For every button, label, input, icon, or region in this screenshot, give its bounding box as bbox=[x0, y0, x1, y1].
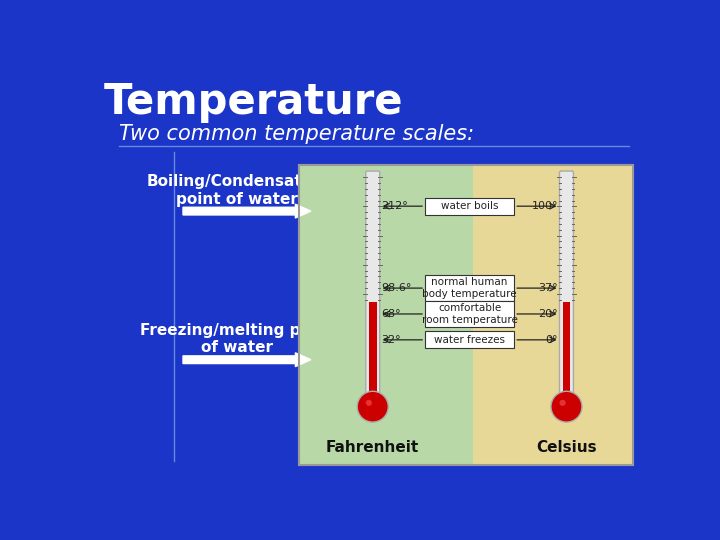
Text: 32°: 32° bbox=[382, 335, 401, 345]
Text: normal human
body temperature: normal human body temperature bbox=[423, 278, 517, 299]
Bar bbox=[369, 302, 377, 403]
Text: Fahrenheit: Fahrenheit bbox=[326, 440, 419, 455]
Text: Temperature: Temperature bbox=[104, 81, 403, 123]
Circle shape bbox=[551, 392, 582, 422]
FancyArrow shape bbox=[183, 353, 311, 367]
Text: 37°: 37° bbox=[539, 283, 558, 293]
Text: Celsius: Celsius bbox=[536, 440, 597, 455]
FancyBboxPatch shape bbox=[559, 171, 573, 405]
Text: 0°: 0° bbox=[546, 335, 558, 345]
Bar bbox=[425, 198, 514, 214]
FancyArrow shape bbox=[183, 204, 311, 218]
Text: 212°: 212° bbox=[382, 201, 408, 211]
Bar bbox=[300, 165, 473, 465]
Text: 20°: 20° bbox=[539, 309, 558, 319]
Bar bbox=[300, 165, 634, 465]
Text: water boils: water boils bbox=[441, 201, 498, 211]
Bar bbox=[425, 332, 514, 348]
Circle shape bbox=[366, 400, 372, 406]
Bar bbox=[425, 275, 514, 301]
Bar bbox=[300, 165, 634, 465]
Text: Two common temperature scales:: Two common temperature scales: bbox=[120, 124, 474, 144]
Text: comfortable
room temperature: comfortable room temperature bbox=[422, 303, 518, 325]
Text: 68°: 68° bbox=[382, 309, 401, 319]
Text: Freezing/melting point
of water: Freezing/melting point of water bbox=[140, 323, 334, 355]
Text: 98.6°: 98.6° bbox=[382, 283, 412, 293]
Text: water freezes: water freezes bbox=[434, 335, 505, 345]
Circle shape bbox=[357, 392, 388, 422]
Text: Boiling/Condensation
point of water: Boiling/Condensation point of water bbox=[146, 174, 328, 206]
Text: 100°: 100° bbox=[531, 201, 558, 211]
Bar bbox=[562, 302, 570, 403]
FancyBboxPatch shape bbox=[366, 171, 379, 405]
Bar bbox=[425, 301, 514, 327]
Bar bbox=[473, 165, 634, 465]
Circle shape bbox=[559, 400, 566, 406]
